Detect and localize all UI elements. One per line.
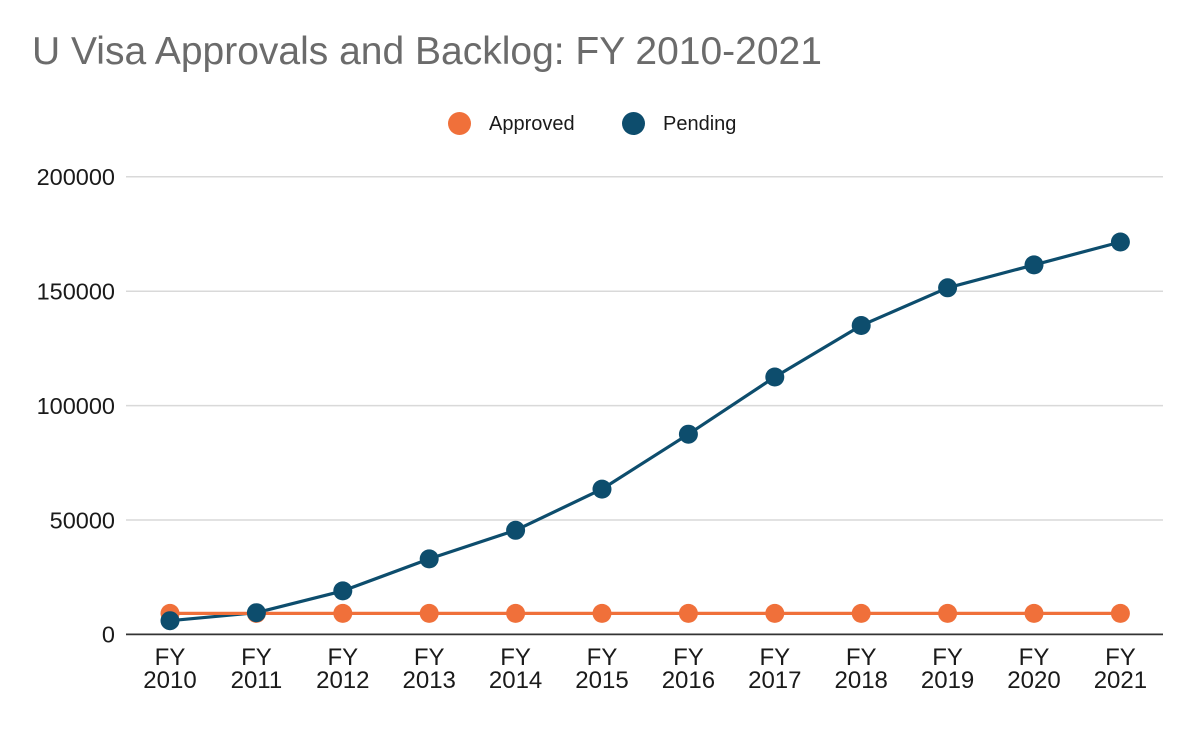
svg-text:2012: 2012 (316, 667, 369, 694)
svg-text:2020: 2020 (1007, 667, 1060, 694)
svg-text:2015: 2015 (575, 667, 628, 694)
svg-text:2019: 2019 (921, 667, 974, 694)
svg-text:0: 0 (102, 622, 115, 648)
svg-text:2017: 2017 (748, 667, 801, 694)
svg-text:2021: 2021 (1094, 667, 1147, 694)
svg-text:2018: 2018 (835, 667, 888, 694)
svg-text:2016: 2016 (662, 667, 715, 694)
svg-text:2013: 2013 (403, 667, 456, 694)
svg-text:2011: 2011 (231, 667, 283, 694)
svg-text:2014: 2014 (489, 667, 542, 694)
svg-text:150000: 150000 (37, 279, 115, 305)
svg-text:100000: 100000 (37, 393, 115, 419)
svg-text:2010: 2010 (143, 667, 196, 694)
svg-text:200000: 200000 (37, 164, 115, 190)
svg-text:50000: 50000 (50, 507, 115, 533)
